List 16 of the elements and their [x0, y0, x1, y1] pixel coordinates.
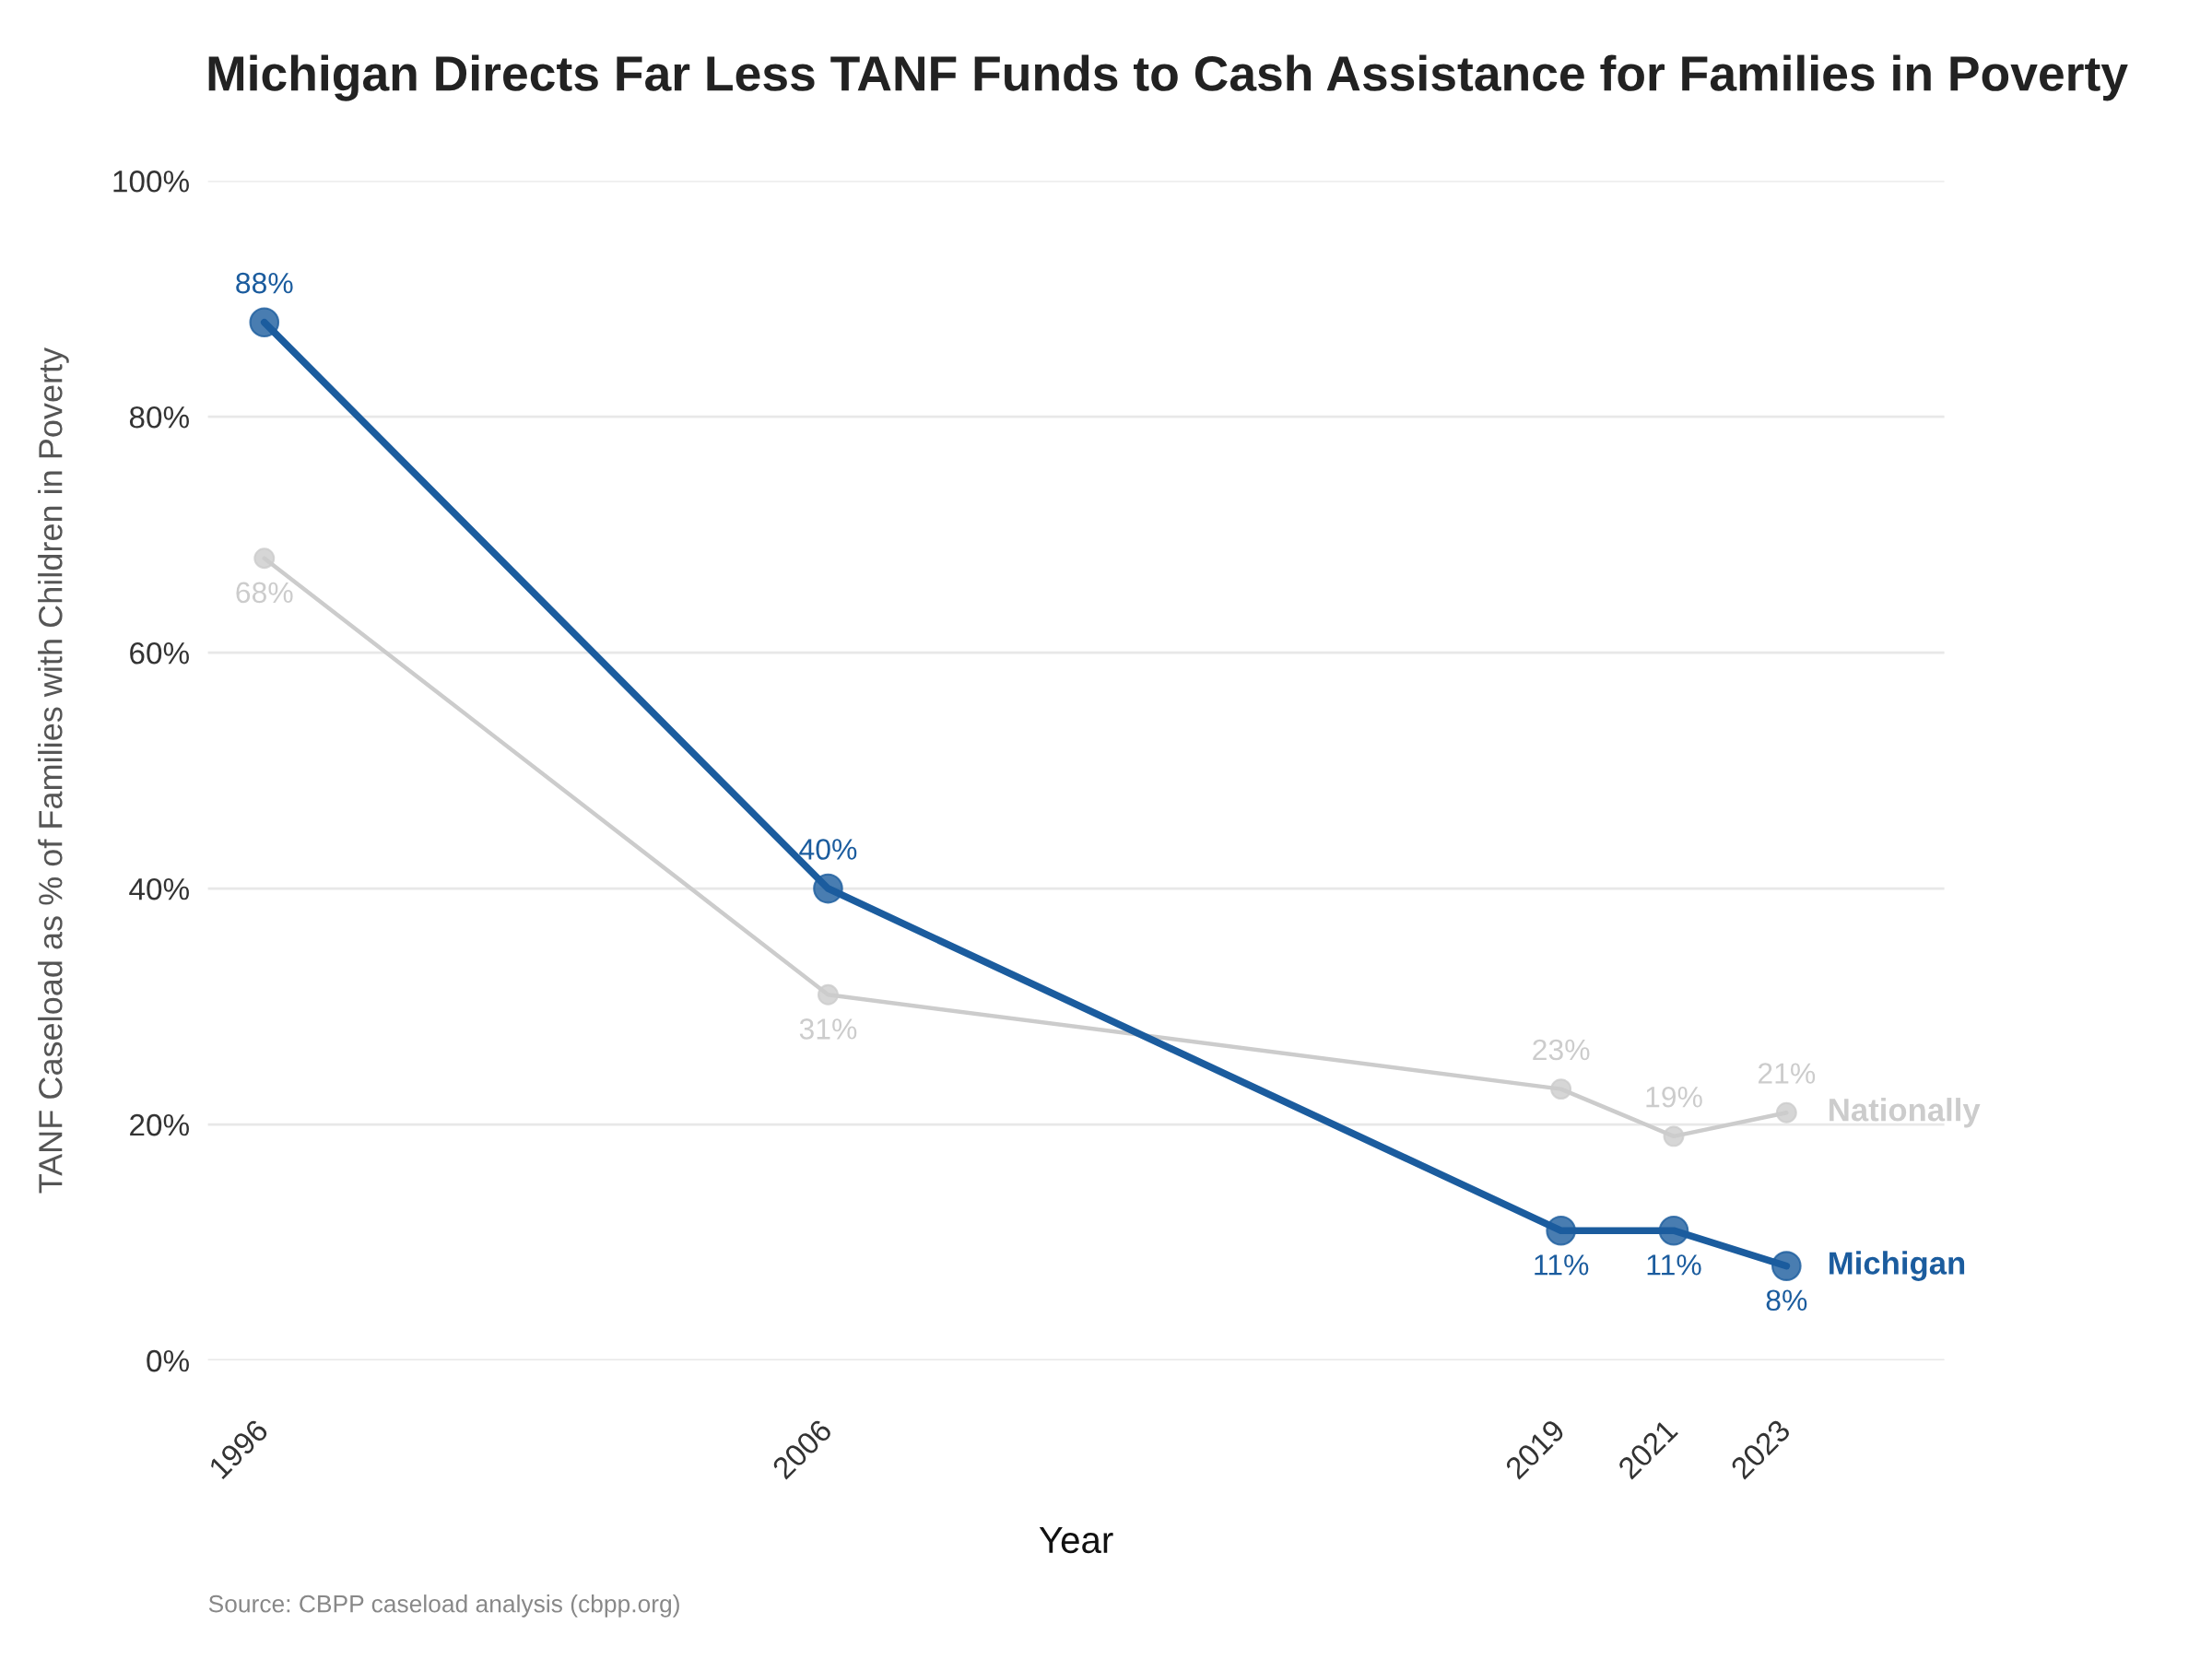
x-axis-title: Year	[1039, 1527, 1113, 1554]
y-tick-label: 80%	[129, 406, 189, 429]
data-label: 88%	[236, 272, 293, 294]
y-axis-title: TANF Caseload as % of Families with Children in Poverty	[38, 347, 69, 1194]
y-tick-label: 0%	[147, 1349, 189, 1372]
y-tick-label: 60%	[130, 641, 189, 665]
y-tick-label: 100%	[113, 171, 189, 193]
data-label: 11%	[1647, 1254, 1701, 1276]
data-label: 11%	[1535, 1254, 1589, 1276]
y-tick-label: 20%	[130, 1113, 189, 1136]
data-label: 8%	[1766, 1289, 1807, 1312]
y-tick-label: 40%	[129, 877, 189, 900]
data-label: 40%	[799, 839, 857, 860]
source-note: Source: CBPP caseload analysis (cbpp.org)	[208, 1594, 679, 1618]
series-label: Michigan	[1830, 1251, 1965, 1281]
chart-title: Michigan Directs Far Less TANF Funds to Cash Assistance for Families in Poverty	[208, 54, 2128, 101]
